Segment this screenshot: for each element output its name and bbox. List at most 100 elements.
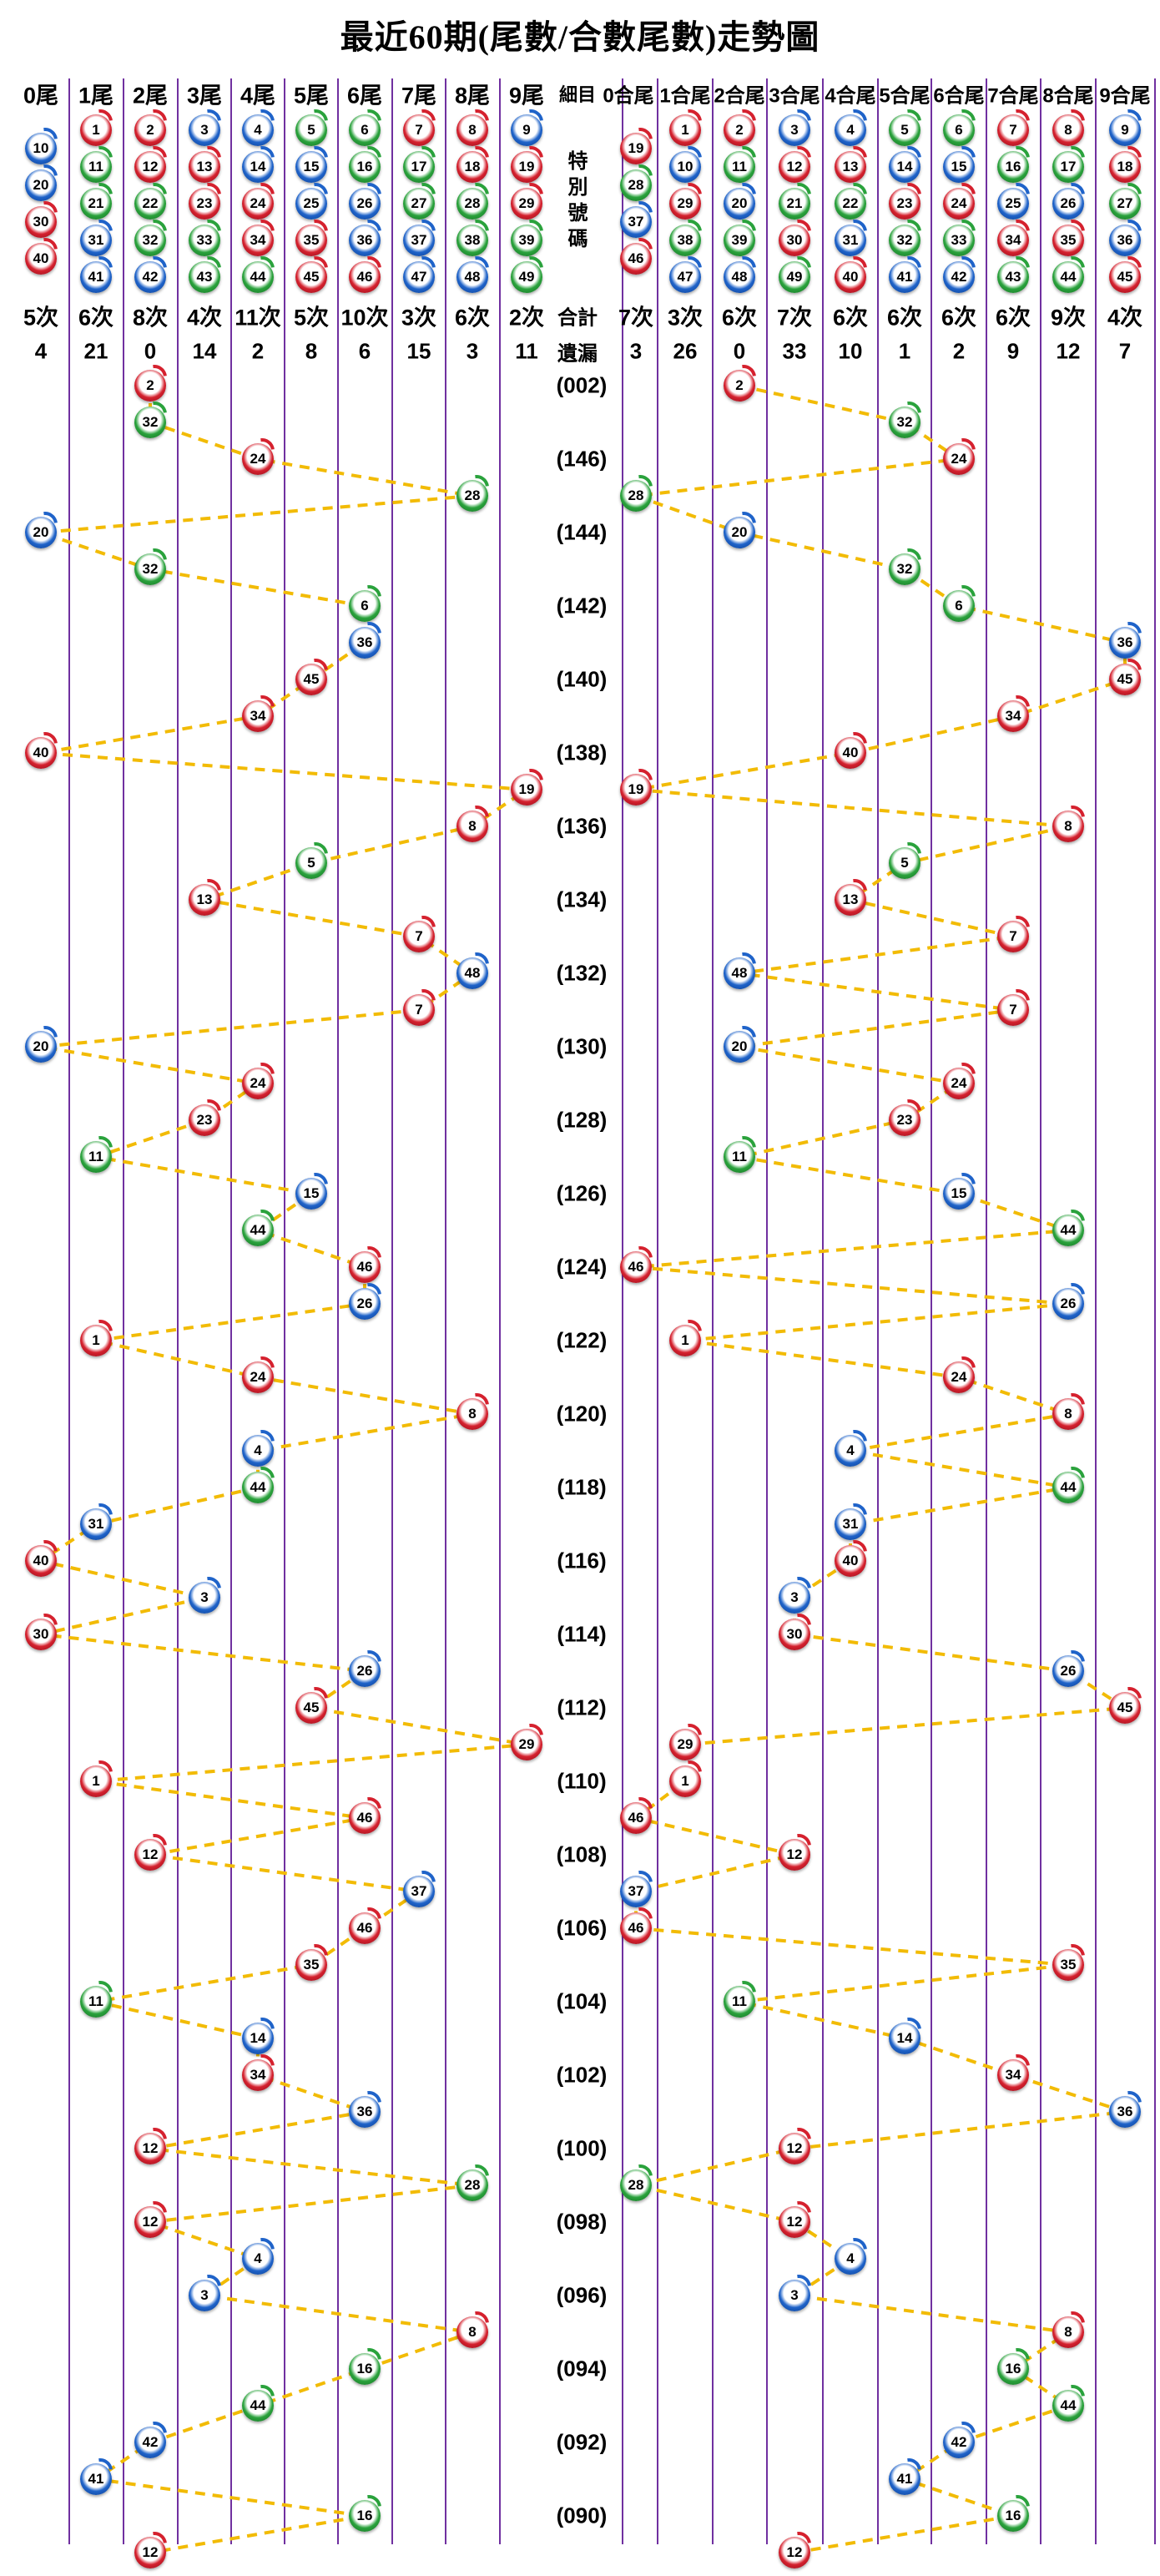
ball-number: 20 [33,1038,49,1054]
ball-number: 40 [842,1553,859,1568]
draw-ball-tail-r41-12: 12 [134,1839,166,1871]
legend-ball-30: 30 [25,206,57,238]
period-label-140: (140) [556,666,608,692]
ball-number: 12 [786,1846,803,1862]
draw-ball-sumtail-r6-32: 32 [889,553,920,585]
legend-ball-35: 35 [295,225,327,256]
ball-number: 40 [842,269,859,285]
draw-ball-tail-r4-28: 28 [456,480,488,512]
ball-number: 30 [33,1626,49,1642]
legend-ball-sum-4: 4 [835,114,866,146]
ball-number: 45 [303,1700,320,1715]
draw-ball-tail-r37-45: 45 [295,1692,327,1724]
draw-ball-tail-r6-32: 32 [134,553,166,585]
legend-ball-27: 27 [403,188,435,220]
draw-ball-sumtail-r47-34: 34 [997,2059,1029,2091]
legend-ball-sum-12: 12 [779,151,810,183]
ball-number: 5 [900,855,909,871]
legend-ball-sum-2: 2 [724,114,755,146]
ball-number: 7 [1009,928,1017,944]
ball-number: 14 [250,2030,266,2046]
ball-number: 26 [1060,1663,1077,1679]
col-header-tail-3: 3尾 [186,83,223,109]
legend-ball-sum-47: 47 [669,261,701,293]
legend-ball-sum-1: 1 [669,114,701,146]
ball-number: 4 [254,122,262,138]
count-tail-1: 6次 [78,305,114,331]
legend-ball-sum-13: 13 [835,151,866,183]
count-tail-0: 5次 [23,305,59,331]
period-label-116: (116) [557,1548,607,1573]
draw-ball-tail-r59-16: 16 [349,2500,381,2532]
ball-number: 13 [196,159,213,174]
draw-ball-tail-r7-6: 6 [349,590,381,622]
ball-number: 18 [464,159,481,174]
ball-number: 6 [361,598,369,614]
ball-number: 23 [896,1112,913,1128]
draw-ball-tail-r20-24: 24 [242,1068,274,1099]
legend-ball-sum-15: 15 [943,151,975,183]
ball-number: 10 [677,159,693,174]
miss-sumtail-1: 26 [673,338,698,364]
draw-ball-tail-r55-16: 16 [349,2353,381,2385]
draw-ball-tail-r44-35: 35 [295,1949,327,1981]
ball-number: 44 [1060,269,1077,285]
draw-ball-tail-r2-32: 32 [134,407,166,438]
ball-number: 6 [361,122,369,138]
legend-ball-15: 15 [295,151,327,183]
ball-number: 16 [1005,159,1021,174]
ball-number: 36 [1117,2104,1133,2119]
legend-ball-sum-43: 43 [997,261,1029,293]
legend-ball-48: 48 [456,261,488,293]
col-header-tail-5: 5尾 [293,83,330,109]
draw-ball-sumtail-r46-14: 14 [889,2023,920,2054]
legend-ball-sum-35: 35 [1052,225,1084,256]
legend-ball-25: 25 [295,188,327,220]
ball-number: 24 [951,451,967,467]
draw-ball-sumtail-r26-26: 26 [1052,1288,1084,1320]
miss-sumtail-7: 9 [1006,338,1020,364]
draw-ball-sumtail-r43-46: 46 [620,1912,652,1944]
ball-number: 24 [951,195,967,211]
draw-ball-sumtail-r38-29: 29 [669,1729,701,1760]
draw-ball-tail-r35-30: 30 [25,1619,57,1650]
draw-ball-sumtail-r7-6: 6 [943,590,975,622]
ball-number: 12 [786,2214,803,2230]
legend-ball-33: 33 [189,225,220,256]
legend-ball-9: 9 [511,114,542,146]
ball-number: 26 [356,195,373,211]
col-header-sumtail-4: 4合尾 [825,84,876,108]
ball-number: 45 [1117,269,1133,285]
ball-number: 22 [842,195,859,211]
legend-ball-sum-46: 46 [620,243,652,275]
draw-ball-sumtail-r53-3: 3 [779,2280,810,2311]
period-label-094: (094) [556,2356,608,2382]
ball-number: 23 [196,1112,213,1128]
ball-number: 34 [250,2067,266,2083]
draw-ball-sumtail-r1-2: 2 [724,370,755,402]
miss-sumtail-4: 10 [838,338,863,364]
ball-number: 38 [464,232,481,248]
ball-number: 31 [88,232,104,248]
ball-number: 26 [356,1296,373,1311]
draw-ball-tail-r1-2: 2 [134,370,166,402]
draw-ball-tail-r14-5: 5 [295,847,327,879]
draw-ball-tail-r50-28: 28 [456,2169,488,2201]
period-label-128: (128) [556,1107,608,1133]
period-label-120: (120) [556,1401,608,1427]
draw-ball-sumtail-r21-23: 23 [889,1104,920,1136]
count-tail-4: 11次 [235,305,281,331]
ball-number: 10 [33,140,49,156]
ball-number: 12 [142,2214,159,2230]
draw-ball-tail-r40-46: 46 [349,1802,381,1834]
count-sumtail-1: 3次 [667,305,704,331]
legend-ball-13: 13 [189,151,220,183]
ball-number: 29 [677,1736,693,1752]
miss-sumtail-6: 2 [952,338,966,364]
draw-ball-tail-r9-45: 45 [295,664,327,695]
ball-number: 48 [464,965,481,981]
legend-ball-sum-30: 30 [779,225,810,256]
legend-ball-28: 28 [456,188,488,220]
draw-ball-tail-r18-7: 7 [403,994,435,1026]
